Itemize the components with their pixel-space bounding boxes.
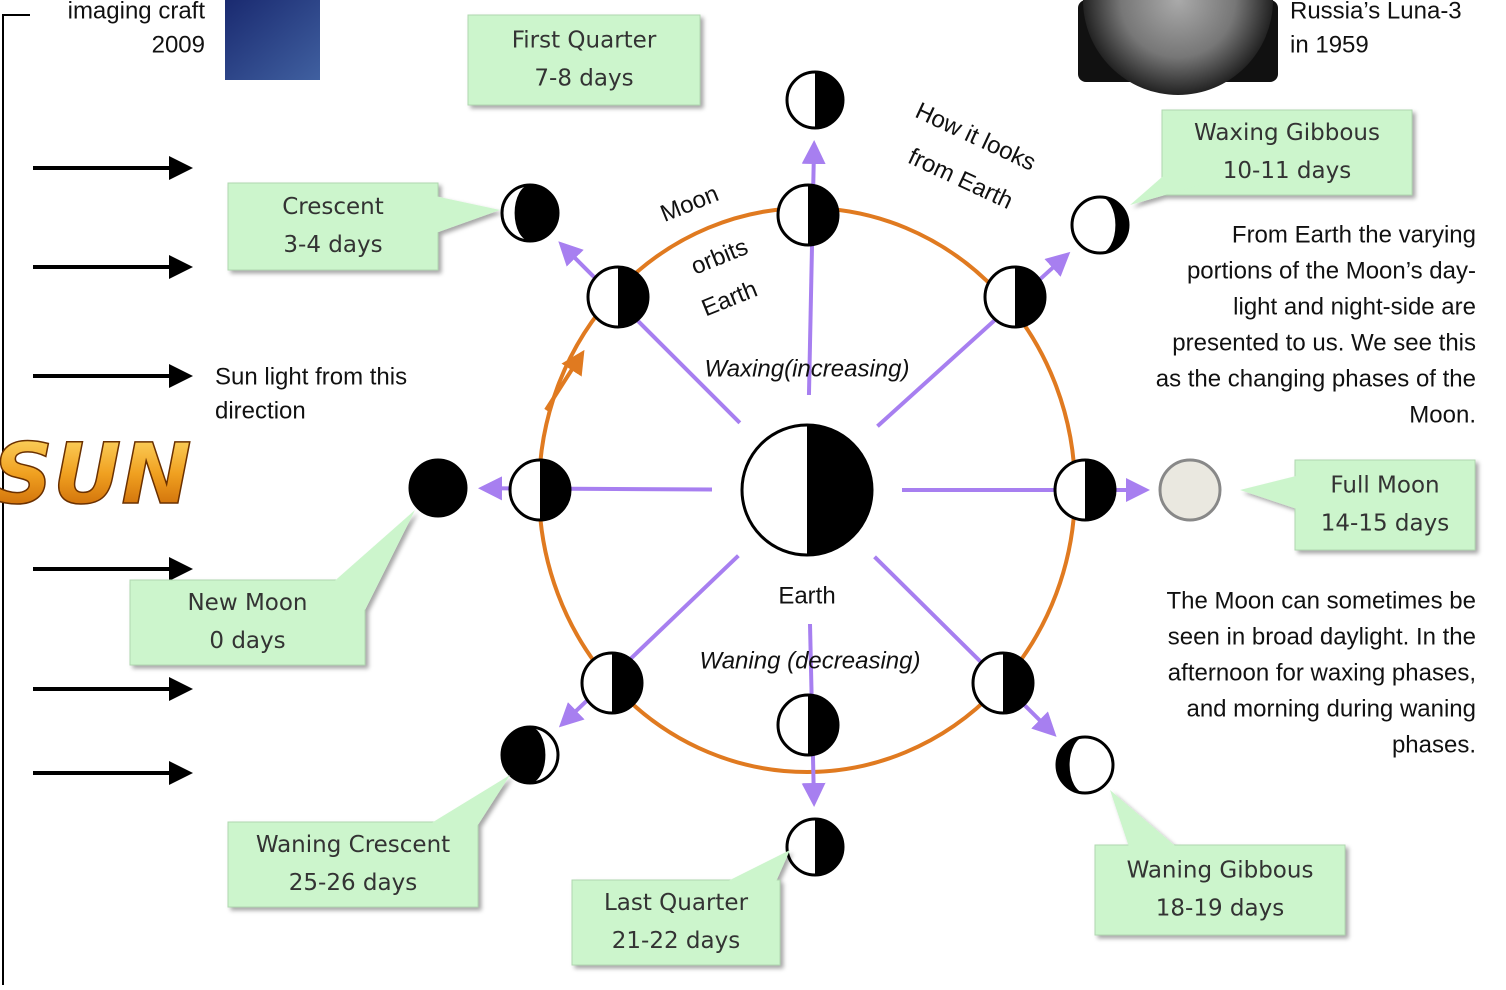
- label: Last Quarter: [604, 890, 749, 916]
- label: 25-26 days: [289, 870, 417, 896]
- moon-disc: [1160, 460, 1220, 520]
- moon: [502, 727, 558, 783]
- label: 0 days: [209, 628, 285, 654]
- page: {"captions":{"spacecraft":["imaging craf…: [0, 0, 1506, 985]
- moon: [582, 653, 642, 713]
- moon: [787, 72, 843, 128]
- moon-phase-diagram: Sun light from this direction SUN imaging c…: [0, 0, 1506, 985]
- label: phases.: [1392, 731, 1476, 758]
- moon: [410, 460, 466, 516]
- label: afternoon for waxing phases,: [1168, 659, 1476, 686]
- moon: [588, 267, 648, 327]
- label: 10-11 days: [1223, 158, 1351, 184]
- label: 3-4 days: [283, 232, 382, 258]
- label: 2009: [152, 31, 205, 58]
- label: First Quarter: [512, 28, 657, 54]
- label: imaging craft: [68, 0, 206, 24]
- label: 7-8 days: [534, 66, 633, 92]
- label: Waning Gibbous: [1127, 858, 1314, 884]
- label: light and night-side are: [1233, 293, 1476, 320]
- label: Waxing Gibbous: [1194, 120, 1380, 146]
- label: Russia’s Luna-3: [1290, 0, 1462, 24]
- label: Waning (decreasing): [699, 647, 920, 674]
- moon: [778, 185, 838, 245]
- moon: [1160, 460, 1220, 520]
- moon: [973, 653, 1033, 713]
- moon-shadow: [1003, 653, 1033, 713]
- moon-shadow: [618, 267, 648, 327]
- label: orbits: [687, 233, 752, 280]
- moon: [1072, 197, 1128, 253]
- label: 18-19 days: [1156, 896, 1284, 922]
- label: direction: [215, 397, 306, 424]
- moon-shadow: [808, 185, 838, 245]
- label: as the changing phases of the: [1156, 365, 1476, 392]
- label: in 1959: [1290, 31, 1369, 58]
- moon-shadow: [1085, 460, 1115, 520]
- moon: [502, 185, 558, 241]
- label: 14-15 days: [1321, 511, 1449, 537]
- label: Moon.: [1409, 401, 1476, 428]
- moon: [510, 460, 570, 520]
- spacecraft-image: [225, 0, 320, 80]
- label: Moon: [657, 180, 723, 228]
- moon-shadow: [815, 819, 843, 875]
- label: Waning Crescent: [256, 832, 450, 858]
- moon: [1055, 460, 1115, 520]
- label: Waxing(increasing): [705, 355, 910, 382]
- moon-shadow: [612, 653, 642, 713]
- moon-disc: [410, 460, 466, 516]
- moon-shadow: [807, 425, 872, 555]
- label: Earth: [698, 276, 761, 323]
- label: portions of the Moon’s day-: [1187, 257, 1476, 284]
- label: presented to us. We see this: [1172, 329, 1476, 356]
- moon: [778, 695, 838, 755]
- label: 21-22 days: [612, 928, 740, 954]
- moon-shadow: [815, 72, 843, 128]
- label: New Moon: [187, 590, 307, 616]
- callout-pointer: [1240, 475, 1300, 510]
- moon: [1057, 737, 1113, 793]
- label: The Moon can sometimes be: [1167, 587, 1476, 614]
- moon-shadow: [1015, 267, 1045, 327]
- label: SUN: [0, 425, 192, 523]
- label: Sun light from this: [215, 363, 407, 390]
- label: From Earth the varying: [1232, 221, 1476, 248]
- label: and morning during waning: [1186, 695, 1476, 722]
- moon: [787, 819, 843, 875]
- moon-shadow: [808, 695, 838, 755]
- label: seen in broad daylight. In the: [1168, 623, 1476, 650]
- label: Crescent: [282, 194, 384, 220]
- moon: [985, 267, 1045, 327]
- label: Earth: [778, 582, 835, 609]
- moon: [742, 425, 872, 555]
- callout-pointer: [1110, 790, 1180, 850]
- label: Full Moon: [1330, 473, 1439, 499]
- moon-shadow: [540, 460, 570, 520]
- callout-pointer: [430, 195, 500, 235]
- orbit-arrow: [546, 360, 578, 410]
